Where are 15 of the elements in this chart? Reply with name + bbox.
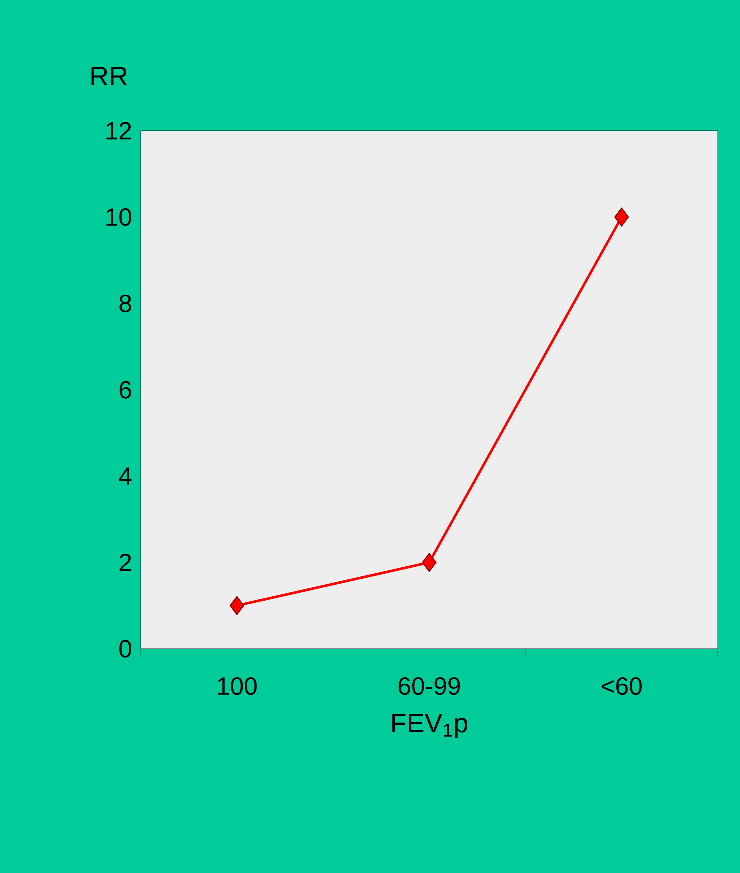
- y-axis-title: RR: [92, 66, 128, 86]
- y-tick-label: 8: [120, 294, 132, 312]
- x-tick-label: <60: [602, 678, 642, 696]
- y-tick-label: 12: [106, 122, 132, 140]
- x-axis-title: FEV$_{1}$p: [392, 714, 468, 738]
- y-tick-label: 4: [119, 468, 132, 485]
- point: [230, 596, 244, 616]
- point: [422, 553, 437, 572]
- x-tick-label: 60-99: [398, 678, 460, 696]
- point: [614, 208, 630, 227]
- y-tick-label: 6: [120, 381, 132, 399]
- y-tick-label: 2: [120, 554, 132, 572]
- x-tick-label: 100: [218, 678, 257, 696]
- y-tick-label: 10: [106, 208, 132, 226]
- y-tick-label: 0: [120, 640, 132, 658]
